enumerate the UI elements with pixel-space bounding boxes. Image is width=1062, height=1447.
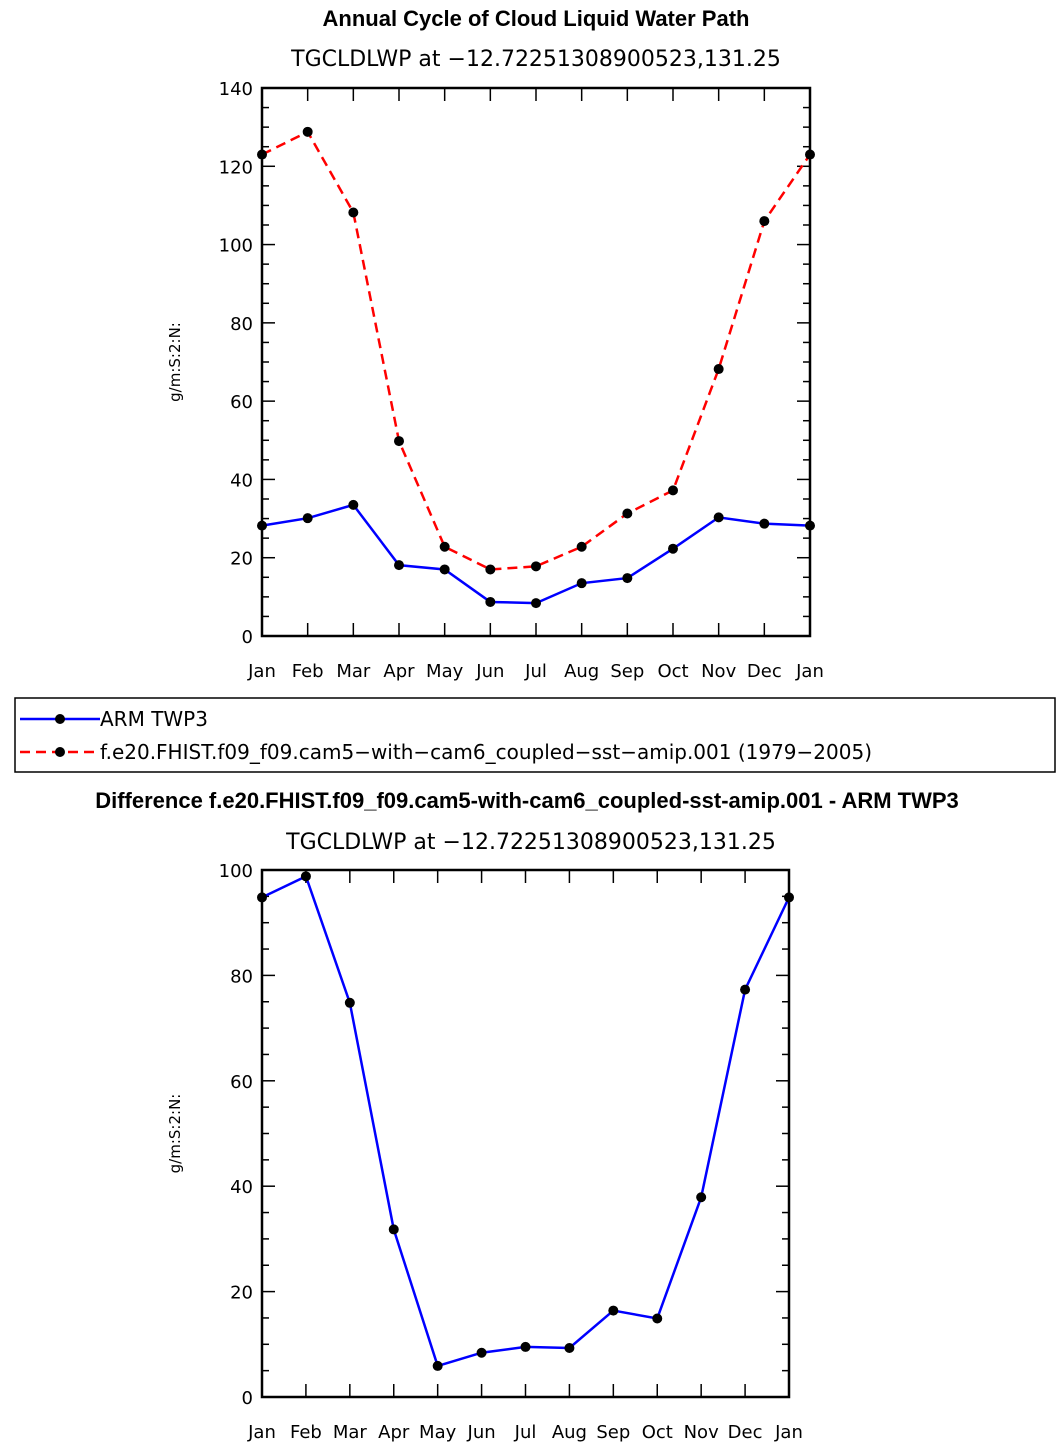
chart2-series-0-point [388,1224,399,1235]
chart2-series-0-point [520,1341,531,1352]
chart2-xtick-label: Jun [467,1422,496,1443]
chart1-xtick-label: Nov [701,661,736,682]
chart2-xtick-label: Apr [378,1422,410,1443]
chart1-series-0-point [713,512,724,523]
chart2-xtick-label: Nov [684,1422,719,1443]
chart1-ytick-label: 80 [230,314,253,335]
chart2-ytick-label: 80 [230,966,253,987]
chart1-series-1-point [759,216,770,227]
chart2-xtick-label: Jan [247,1422,276,1443]
chart1-xtick-label: Oct [657,661,688,682]
chart1-series-0-point [576,578,587,589]
chart2-xtick-label: Dec [728,1422,763,1443]
chart1-xtick-label: Mar [336,661,371,682]
chart2-ytick-label: 60 [230,1072,253,1093]
chart1-series-1-point [257,149,267,160]
chart2-series-0-point [740,984,751,995]
chart1-series-1-point [348,207,359,218]
chart1-xtick-label: Aug [564,661,599,682]
chart2-series-0-point [784,892,794,903]
chart1-plot: 0 20 40 60 80 100 120 140 Jan Feb Mar Apr May Jun Jul A… [166,79,824,682]
chart2-series-0-point [608,1305,619,1316]
chart2-ytick-label: 0 [242,1388,253,1409]
chart1-series-line-0 [261,503,811,605]
chart1-series-0-point [531,598,541,609]
legend-label-model: f.e20.FHIST.f09_f09.cam5−with−cam6_coupl… [100,740,872,764]
chart2-xtick-label: Feb [290,1422,322,1443]
chart1-series-1-point [531,561,541,572]
chart2-xtick-label: Jul [514,1422,537,1443]
chart1-xtick-label: May [426,661,464,682]
chart1-xtick-label: Feb [292,661,324,682]
chart1-series-0-point [622,573,633,584]
legend-box [14,697,1056,773]
chart1-subtitle: TGCLDLWP at −12.72251308900523,131.25 [290,47,781,72]
chart2-series-0-point [432,1360,443,1371]
chart1-xtick-label: Sep [610,661,644,682]
legend-marker-model [55,747,65,757]
chart1-series-1-point [668,485,678,496]
chart1-series-1-point [485,564,496,575]
chart1-ytick-label: 60 [230,392,253,413]
chart1-xtick-label: Jul [524,661,547,682]
chart2-ytick-label: 20 [230,1283,253,1304]
chart2-series-line-0 [261,874,791,1368]
chart1-ytick-label: 120 [219,157,253,178]
chart1-series-0-point [394,560,404,571]
chart1-series-0-point [257,520,267,531]
chart1-series-0-point [668,543,678,554]
chart2-title: Difference f.e20.FHIST.f09_f09.cam5-with… [95,788,959,813]
chart2-series-0-point [564,1342,575,1353]
chart1-xtick-label: Jan [247,661,276,682]
chart1-series-0-point [485,596,496,607]
chart2-ylabel: g/m:S:2:N: [166,1094,184,1174]
chart2-series-0-point [652,1313,663,1324]
chart1-series-1-point [622,508,633,519]
chart1-xtick-label: Jan [795,661,824,682]
chart1-xtick-label: Dec [747,661,782,682]
chart2-ytick-label: 40 [230,1177,253,1198]
chart2-xtick-label: May [419,1422,457,1443]
chart2-plot-frame [260,868,791,1399]
chart1-series-0-point [302,513,313,524]
chart1-series-1-point [576,541,587,552]
chart1-ytick-label: 40 [230,470,253,491]
chart2-xtick-label: Oct [642,1422,673,1443]
chart1-ytick-label: 20 [230,549,253,570]
chart1-series-line-1 [261,130,812,571]
chart1-plot-frame [260,86,812,638]
chart1-series-0-point [759,518,770,529]
legend-marker-arm [55,714,65,724]
chart1-title: Annual Cycle of Cloud Liquid Water Path [323,6,750,31]
legend-label-arm: ARM TWP3 [100,707,208,731]
chart1-series-1-point [713,364,724,375]
chart1-xtick-label: Apr [383,661,415,682]
chart1-legend: ARM TWP3 f.e20.FHIST.f09_f09.cam5−with−c… [14,697,1056,773]
chart1-series-0-point [439,564,450,575]
chart2-series-0-point [257,892,267,903]
chart2-subtitle: TGCLDLWP at −12.72251308900523,131.25 [285,830,776,855]
chart2-series-0-point [344,997,355,1008]
chart2-series-0-point [300,871,311,882]
chart1-xtick-label: Jun [475,661,504,682]
chart1-ytick-label: 0 [242,627,253,648]
chart1-ytick-label: 100 [219,236,253,257]
chart1-series-0-point [805,520,815,531]
chart2-xtick-label: Mar [333,1422,368,1443]
chart2-xtick-label: Sep [596,1422,630,1443]
chart1-ylabel: g/m:S:2:N: [166,322,184,402]
chart1-series-1-point [805,149,815,160]
chart1-series-1-point [394,436,404,447]
chart2-ytick-label: 100 [219,861,253,882]
chart2-plot: 0 20 40 60 80 100 Jan Feb Mar Apr May Jun Jul Aug Sep O… [166,861,803,1443]
chart2-xtick-label: Aug [552,1422,587,1443]
chart1-ytick-label: 140 [219,79,253,100]
chart1-series-1-point [302,126,313,137]
chart2-series-0-point [696,1192,707,1203]
chart1-series-0-point [348,499,359,510]
chart2-xtick-label: Jan [774,1422,803,1443]
chart2-series-0-point [476,1347,487,1358]
chart1-series-1-point [439,541,450,552]
